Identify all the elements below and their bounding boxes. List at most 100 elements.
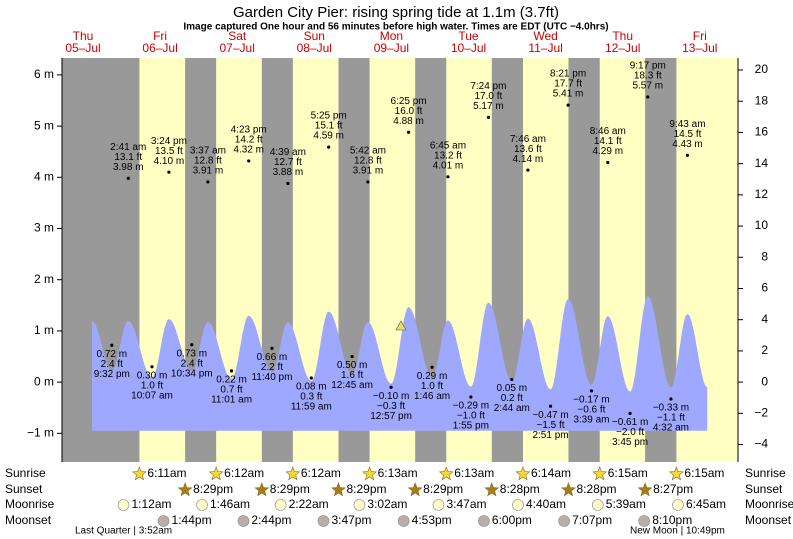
sunrise-icon [362,466,378,481]
row-label: Moonset [745,513,792,527]
tide-label: 7:24 pm [470,81,506,92]
tide-label: 5.57 m [632,81,663,92]
current-tide-marker [395,320,407,331]
sunset-icon [407,482,423,497]
tide-label: 14.5 ft [674,129,702,140]
y-tick-label: 0 m [34,374,54,388]
sunset-icon [331,482,346,497]
row-label: Sunrise [5,466,46,480]
tide-label: 11:59 am [291,402,332,413]
y2-tick-label: 10 [755,218,769,232]
day-name: Sun [304,29,325,43]
y-tick-label: −1 m [27,425,54,439]
day-name: Thu [73,29,94,43]
row-label: Moonrise [5,497,55,511]
moonrise-icon [512,499,524,511]
tide-label: 2.4 ft [101,359,123,370]
sunset-time: 8:27pm [653,482,693,496]
tide-label: 5:25 pm [311,111,347,122]
moon-phase: New Moon | 10:49pm [630,526,725,537]
tide-label: 9:32 pm [94,369,130,380]
tide-label: 11:40 pm [251,372,292,383]
tide-extreme [486,115,490,119]
tide-label: 5.17 m [473,101,504,112]
tide-extreme [589,389,594,393]
moonset-time: 4:53pm [412,513,452,527]
moonset-icon [397,515,410,527]
tide-label: −1.5 ft [536,420,564,431]
sunrise-icon [592,466,608,481]
tide-label: 0.22 m [216,374,247,385]
moonrise-time: 3:47am [446,497,486,511]
tide-extreme [309,376,313,380]
tide-label: 10:34 pm [171,368,213,379]
y2-tick-label: 2 [761,343,768,357]
tide-label: 4:39 am [270,147,306,158]
tide-extreme [229,369,234,373]
tide-label: 9:43 am [669,119,705,130]
tide-label: −1.0 ft [457,411,485,422]
moonset-icon [478,515,490,527]
y2-tick-label: 20 [755,62,769,76]
tide-label: 4.29 m [592,146,623,157]
tide-extreme [167,170,171,174]
tide-label: 0.05 m [497,383,528,394]
sunset-time: 8:28pm [576,482,616,496]
tide-label: 0.29 m [417,371,448,382]
tide-extreme [247,159,251,163]
tide-label: 12:57 pm [370,411,412,422]
y2-tick-label: −2 [754,405,768,419]
tide-extreme [606,160,610,165]
moonset-time: 7:07pm [572,513,612,527]
row-label: Moonrise [745,497,793,511]
sunrise-time: 6:12am [301,466,341,480]
tide-extreme [510,377,514,382]
tide-label: 2:51 pm [532,430,568,441]
moonrise-icon [672,499,684,511]
tide-extreme [366,180,370,184]
sunset-icon [254,482,270,497]
day-date: 08–Jul [297,41,332,55]
tide-extreme [110,343,114,347]
sunset-icon [177,482,193,497]
tide-label: 16.0 ft [395,106,423,117]
tide-label: 4:23 pm [231,125,267,136]
tide-label: 8:46 am [590,126,626,137]
tide-label: 0.3 ft [300,392,322,403]
day-name: Mon [380,29,403,43]
sunrise-icon [438,466,454,481]
row-label: Sunrise [745,466,786,480]
y2-tick-label: 4 [761,312,768,326]
tide-extreme [350,354,354,359]
moonset-icon [157,515,170,527]
tide-extreme [150,365,154,369]
tide-label: 12.8 ft [194,156,222,167]
tide-label: 14.1 ft [594,136,622,147]
tide-extreme [190,343,194,347]
y-tick-label: 2 m [34,272,54,286]
moonrise-time: 6:45am [686,497,726,511]
sunset-time: 8:29pm [193,482,233,496]
sunset-icon [637,482,653,497]
sunset-time: 8:29pm [346,482,386,496]
tide-extreme [446,175,450,179]
day-name: Fri [153,29,167,43]
moonset-time: 2:44pm [251,513,291,527]
sunrise-icon [285,466,301,481]
y-tick-label: 5 m [34,118,54,132]
y-tick-label: 1 m [34,323,54,337]
tide-label: 8:21 pm [550,69,586,80]
tide-label: 2:41 am [110,142,146,153]
moonset-icon [237,515,250,527]
tide-label: 9:17 pm [630,61,666,72]
day-name: Fri [693,29,707,43]
tide-label: 4.01 m [433,160,464,171]
moonset-icon [638,515,650,527]
day-date: 05–Jul [65,41,100,55]
y-tick-label: 3 m [34,221,54,235]
y2-tick-label: 14 [755,156,769,170]
tide-label: 4.43 m [672,139,703,150]
sunrise-icon [131,466,147,481]
tide-label: −0.47 m [532,410,568,421]
tide-label: 0.73 m [176,348,207,359]
